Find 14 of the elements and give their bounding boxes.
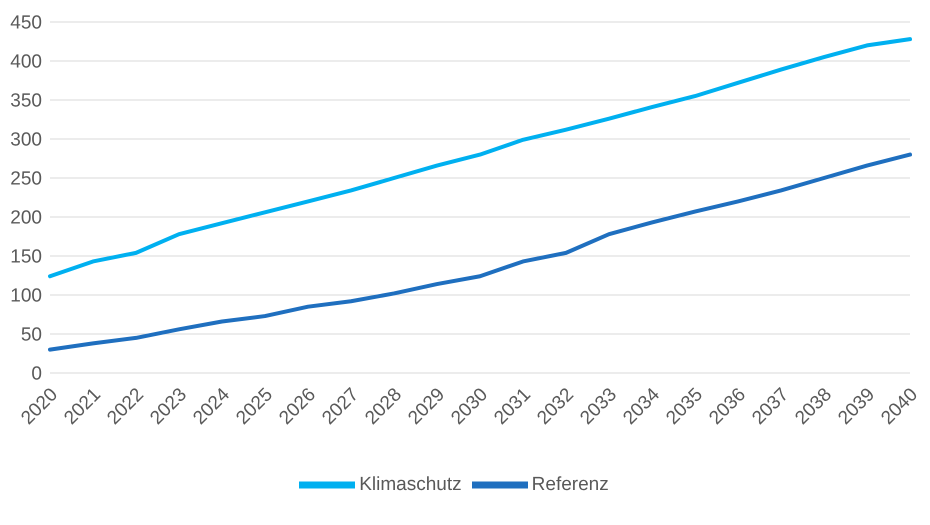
y-tick-label: 350	[10, 90, 42, 112]
y-tick-label: 250	[10, 168, 42, 190]
y-tick-label: 150	[10, 246, 42, 268]
line-series	[48, 37, 912, 278]
y-tick-label: 450	[10, 12, 42, 34]
y-tick-label: 200	[10, 208, 42, 229]
y-tick-label: 300	[10, 130, 42, 151]
y-tick-label: 0	[31, 364, 42, 385]
y-tick-label: 50	[20, 324, 42, 346]
line-series	[48, 152, 912, 352]
y-tick-label: 400	[10, 52, 42, 73]
y-tick-label: 100	[10, 286, 42, 307]
legend-label: Referenz	[532, 474, 609, 496]
legend-label: Klimaschutz	[359, 474, 462, 496]
